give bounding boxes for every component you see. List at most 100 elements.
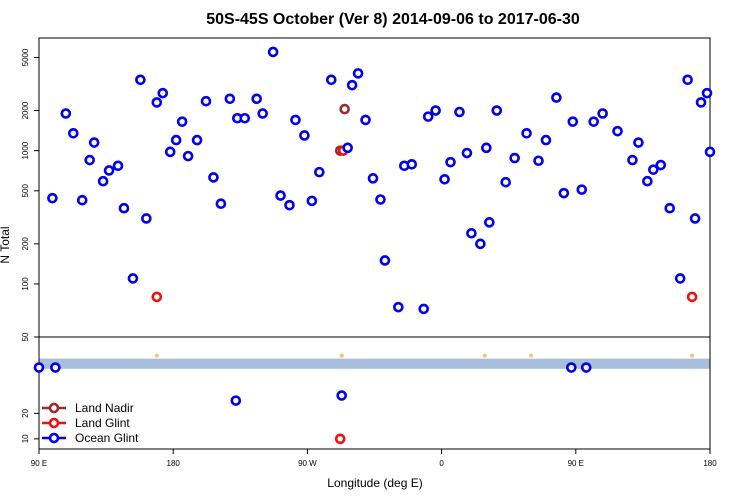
y-tick-label: 5000 [21,48,30,66]
data-point [500,176,512,188]
data-point [379,255,391,266]
data-point [406,158,418,170]
data-point [422,111,434,122]
data-point [566,362,577,373]
data-point [239,112,251,124]
data-point [267,46,279,58]
data-point [551,92,562,103]
data-point [88,137,100,148]
data-point [367,173,379,184]
data-point [151,291,163,303]
data-point [418,303,430,315]
data-point [342,142,353,154]
legend-swatch-marker [48,402,60,414]
data-point [430,105,441,116]
data-point [375,194,386,205]
data-point [597,108,608,119]
chart-title: 50S-45S October (Ver 8) 2014-09-06 to 20… [206,11,580,28]
data-point [633,137,644,148]
data-point [509,152,520,164]
data-point [481,142,492,154]
data-point [642,175,653,187]
y-tick-label: 1000 [21,141,30,159]
data-point [141,213,152,224]
data-point [224,93,236,105]
x-tick-label: 180 [703,459,717,468]
data-point [567,116,579,127]
data-point [257,108,268,119]
data-point [112,160,124,172]
data-point [475,238,486,250]
data-point [533,155,544,167]
y-tick-label: 2000 [21,101,30,119]
bottom-band [39,358,710,369]
data-point [701,87,713,99]
y-tick-label: 20 [21,408,30,417]
data-point [461,147,473,159]
data-point [612,125,623,137]
data-point [466,227,477,239]
x-axis-label: Longitude (deg E) [327,476,422,490]
data-point [230,395,242,406]
x-axis: 90 E 180 90 W 0 90 E 180 [31,449,717,468]
data-point [275,190,286,201]
x-tick-label: 90 W [298,459,317,468]
data-point [251,93,263,105]
top-panel: 100 200 500 1000 2000 5000 [21,37,716,338]
data-point [339,103,350,115]
series-ocean-glint-bottom [33,362,592,406]
band-marker [529,353,534,358]
data-point [689,213,701,224]
y-tick-label: 10 [21,434,30,443]
x-tick-label: 0 [439,459,444,468]
x-tick-label: 90 E [31,459,47,468]
data-point [50,362,61,373]
x-tick-label: 180 [167,459,181,468]
data-point [84,154,95,166]
data-point [704,146,716,158]
data-point [182,150,194,162]
y-axis-label: N Total [0,226,12,263]
band-marker [690,353,695,358]
data-point [484,217,495,228]
bottom-panel: 10 20 50 [21,332,711,450]
data-point [664,202,676,214]
series-land-glint [151,145,698,303]
data-point [157,87,169,99]
y-tick-label: 100 [21,277,30,291]
data-point [454,106,465,118]
data-point [686,291,698,303]
data-point [215,198,227,209]
data-point [151,97,163,108]
data-point [284,199,295,211]
data-point [135,74,146,86]
legend-label: Land Glint [75,416,130,430]
legend-swatch-marker [48,432,60,444]
legend-label: Land Nadir [75,401,134,415]
data-point [325,74,337,86]
band-marker [339,353,344,358]
data-point [306,195,318,207]
data-point [336,390,347,401]
data-point [346,79,358,91]
data-point [290,114,301,126]
data-point [334,433,346,445]
band-marker [154,353,159,358]
data-point [299,130,310,141]
data-point [521,127,532,139]
data-point [118,202,130,214]
series-land-glint-bottom [334,433,346,445]
data-point [170,134,182,146]
series-ocean-glint [47,46,716,315]
data-point [60,108,72,119]
data-point [352,68,364,79]
data-point [439,173,450,185]
data-point [655,159,667,171]
data-point [540,134,552,146]
data-point [191,134,203,146]
data-point [200,95,212,107]
data-point [314,166,325,178]
data-point [67,127,79,139]
